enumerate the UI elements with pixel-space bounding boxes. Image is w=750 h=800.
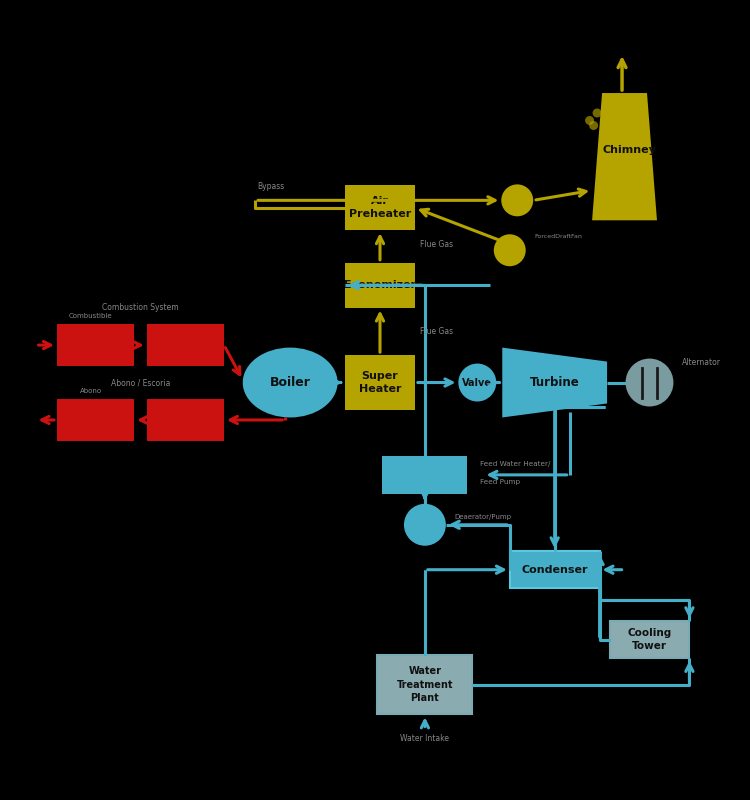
Bar	[382, 456, 467, 494]
Circle shape	[585, 116, 594, 125]
Bar	[345, 355, 415, 410]
Text: Alternator: Alternator	[682, 358, 721, 367]
Text: Feed Water Heater/: Feed Water Heater/	[480, 461, 550, 467]
Text: ForcedDraftFan: ForcedDraftFan	[535, 234, 583, 238]
Text: Water Intake: Water Intake	[400, 734, 449, 743]
Bar	[57, 398, 134, 441]
Polygon shape	[503, 347, 607, 418]
Text: Turbine: Turbine	[530, 376, 580, 389]
Text: Water
Treatment
Plant: Water Treatment Plant	[397, 666, 453, 702]
Text: Abono / Escoria: Abono / Escoria	[111, 378, 170, 387]
Circle shape	[494, 234, 526, 266]
Bar	[57, 324, 134, 366]
Circle shape	[458, 363, 497, 402]
Circle shape	[589, 121, 598, 130]
Circle shape	[404, 504, 445, 546]
Ellipse shape	[243, 347, 338, 418]
Text: Combustion System: Combustion System	[102, 303, 178, 312]
Bar	[610, 621, 689, 658]
Bar	[510, 551, 599, 589]
Text: Boiler: Boiler	[270, 376, 310, 389]
Polygon shape	[592, 93, 657, 220]
Text: Feed Pump: Feed Pump	[480, 479, 520, 485]
Text: Valve: Valve	[462, 378, 492, 387]
Text: Cooling
Tower: Cooling Tower	[627, 628, 671, 651]
Circle shape	[592, 109, 602, 118]
Bar	[345, 186, 415, 230]
Text: Super
Heater: Super Heater	[358, 371, 401, 394]
Bar	[147, 398, 224, 441]
Text: Flue Gas: Flue Gas	[420, 327, 453, 336]
Text: Flue Gas: Flue Gas	[420, 239, 453, 249]
Text: Bypass: Bypass	[258, 182, 285, 191]
Text: Abono: Abono	[80, 387, 101, 394]
Text: Combustible: Combustible	[69, 313, 112, 318]
Bar	[147, 324, 224, 366]
Bar	[377, 654, 472, 714]
Circle shape	[626, 358, 674, 406]
Text: Deaerator/Pump: Deaerator/Pump	[454, 514, 512, 520]
Circle shape	[501, 184, 533, 216]
Text: Air
Preheater: Air Preheater	[349, 196, 411, 219]
Text: Chimney: Chimney	[602, 146, 656, 155]
Text: Condenser: Condenser	[521, 565, 588, 574]
Text: Economizer: Economizer	[344, 280, 416, 290]
Bar	[345, 262, 415, 308]
